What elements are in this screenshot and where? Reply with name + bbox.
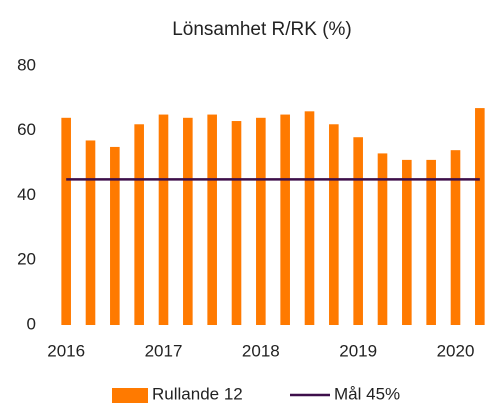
bar	[304, 111, 315, 325]
bar	[426, 159, 436, 325]
bar	[61, 117, 71, 325]
x-tick-label: 2019	[339, 341, 377, 360]
bar	[402, 159, 412, 325]
bar	[377, 153, 388, 325]
bar	[207, 114, 217, 325]
bar	[231, 121, 242, 325]
chart-title: Lönsamhet R/RK (%)	[172, 19, 352, 40]
y-tick-label: 80	[17, 55, 36, 74]
y-tick-label: 40	[17, 185, 36, 204]
x-tick-label: 2017	[145, 341, 183, 360]
bar	[110, 146, 120, 325]
bar	[475, 108, 485, 326]
x-tick-label: 2018	[242, 341, 280, 360]
x-tick-label: 2016	[47, 341, 85, 360]
bar	[353, 137, 363, 325]
x-tick-label: 2020	[437, 341, 475, 360]
bar	[85, 140, 96, 325]
y-tick-label: 60	[17, 120, 36, 139]
bar	[256, 117, 266, 325]
bar	[183, 117, 193, 325]
bar	[329, 124, 339, 326]
legend-label: Mål 45%	[334, 384, 400, 403]
bar	[450, 150, 461, 325]
y-tick-label: 20	[17, 250, 36, 269]
bar	[280, 114, 290, 325]
bar	[158, 114, 169, 325]
legend-label: Rullande 12	[152, 384, 243, 403]
bar	[134, 124, 144, 326]
y-tick-label: 0	[27, 314, 36, 333]
legend-swatch	[112, 388, 148, 403]
